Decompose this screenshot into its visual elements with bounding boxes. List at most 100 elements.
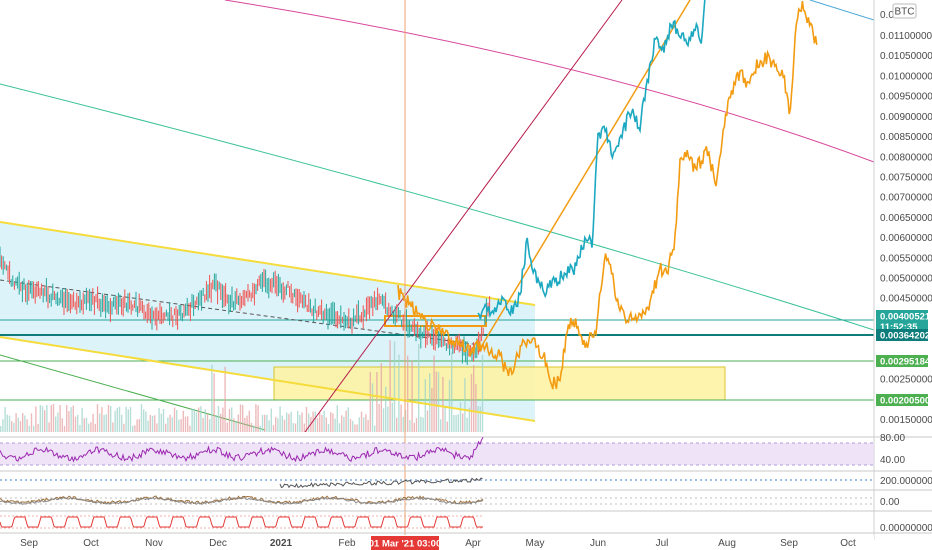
volume-bar	[220, 413, 222, 432]
volume-bar	[248, 410, 250, 432]
volume-bar	[367, 419, 369, 432]
volume-bar	[334, 418, 336, 432]
volume-bar	[0, 425, 2, 432]
price-tick-label: 0.00600000	[880, 233, 932, 244]
volume-bar	[479, 406, 481, 432]
price-tag-value: 0.00200500	[880, 396, 930, 407]
volume-bar	[244, 417, 246, 432]
volume-bar	[110, 405, 112, 432]
volume-bar	[66, 405, 68, 432]
volume-bar	[426, 410, 429, 432]
volume-bar	[272, 425, 275, 432]
volume-bar	[59, 405, 61, 432]
volume-bar	[409, 420, 411, 432]
time-tick-label: Aug	[718, 538, 736, 549]
volume-bar	[127, 409, 129, 432]
volume-bar	[101, 407, 103, 432]
price-tag	[876, 394, 928, 406]
volume-bar	[418, 343, 420, 432]
volume-bar	[420, 416, 422, 432]
volume-bar	[151, 415, 154, 432]
volume-bar	[235, 421, 237, 432]
volume-bar	[424, 379, 426, 432]
price-tick-label: 0.00700000	[880, 193, 932, 204]
volume-bar	[294, 423, 297, 432]
volume-bar	[222, 407, 224, 432]
volume-bar	[202, 417, 204, 432]
price-tick-label: 0.00250000	[880, 375, 932, 386]
volume-bar	[204, 409, 206, 432]
price-tag	[876, 355, 928, 367]
volume-bar	[211, 364, 213, 432]
volume-bar	[138, 419, 140, 432]
volume-bar	[35, 406, 37, 432]
volume-bar	[391, 402, 393, 432]
volume-bar	[198, 407, 200, 432]
volume-bar	[121, 414, 123, 432]
volume-bar	[345, 410, 347, 432]
main-pane	[0, 0, 874, 432]
volume-bar	[477, 406, 479, 432]
volume-bar	[129, 407, 132, 432]
volume-bar	[30, 413, 33, 432]
crosshair-time-tag	[371, 536, 439, 550]
volume-bar	[453, 415, 455, 432]
volume-bar	[99, 413, 101, 432]
volume-bar	[268, 420, 270, 432]
volume-bar	[338, 423, 341, 432]
price-tag	[876, 329, 928, 341]
time-tick-label: Nov	[145, 538, 163, 549]
red-ray	[304, 0, 623, 432]
volume-bar	[116, 407, 118, 432]
volume-bar	[303, 423, 305, 432]
price-tick-label: 0.00150000	[880, 415, 932, 426]
volume-bar	[319, 412, 321, 432]
volume-bar	[17, 417, 19, 432]
volume-bar	[444, 406, 446, 432]
volume-bar	[323, 410, 325, 432]
volume-bar	[451, 352, 453, 432]
volume-bar	[103, 414, 105, 432]
volume-bar	[316, 417, 319, 432]
volume-bar	[327, 423, 330, 432]
time-tick-label: Jul	[656, 538, 669, 549]
volume-bar	[237, 414, 239, 432]
volume-bar	[55, 416, 57, 432]
volume-bar	[145, 411, 147, 432]
volume-bar	[180, 419, 182, 432]
volume-bar	[182, 410, 184, 432]
volume-bar	[369, 371, 371, 432]
volume-bar	[292, 423, 294, 432]
volume-bar	[191, 408, 193, 432]
price-tick-label: 0.01000000	[880, 71, 932, 82]
osc-tick-label: 0.00000000	[880, 523, 932, 534]
volume-bar	[250, 422, 253, 432]
volume-bar	[305, 406, 308, 432]
cci-tick-label: 200.00000000	[880, 476, 932, 487]
volume-bar	[283, 419, 286, 432]
volume-bar	[288, 413, 290, 432]
volume-bar	[246, 415, 248, 432]
volume-bar	[171, 417, 173, 432]
volume-bar	[468, 407, 470, 432]
volume-bar	[13, 422, 15, 432]
volume-bar	[371, 383, 374, 432]
volume-bar	[68, 411, 70, 432]
volume-bar	[415, 418, 418, 432]
volume-bar	[2, 419, 4, 432]
volume-bar	[382, 408, 385, 432]
volume-bar	[387, 406, 389, 432]
volume-bar	[209, 419, 211, 432]
volume-bar	[264, 414, 266, 432]
volume-bar	[314, 411, 316, 432]
volume-bar	[61, 418, 63, 432]
channel-upper-line	[0, 221, 536, 306]
volume-bar	[402, 416, 404, 432]
volume-bar	[195, 412, 198, 432]
volume-bar	[446, 421, 448, 432]
volume-bar	[28, 425, 30, 432]
price-tick-label: 0.00650000	[880, 213, 932, 224]
volume-bar	[217, 405, 220, 432]
